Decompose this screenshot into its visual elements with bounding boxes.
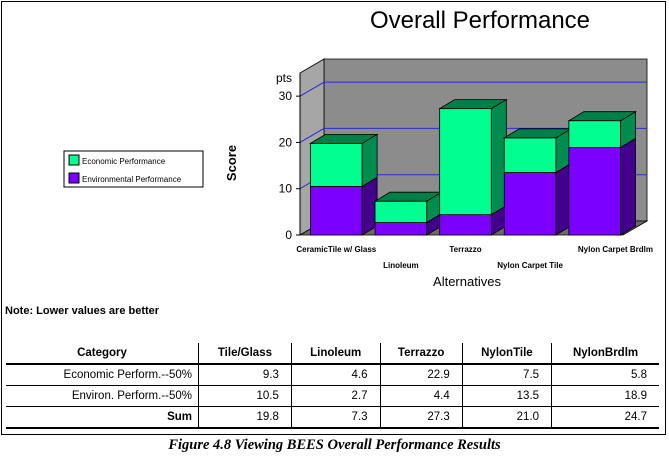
table-cell: 19.8: [198, 406, 292, 429]
x-tick-label: Nylon Carpet Brdlm: [578, 245, 653, 254]
bar-segment: [568, 120, 621, 148]
performance-table: Category Tile/Glass Linoleum Terrazzo Ny…: [6, 343, 659, 429]
header-nylon-tile: NylonTile: [461, 343, 552, 365]
bar-segment: [374, 222, 428, 236]
bar-segment: [439, 108, 492, 216]
table-cell: 7.3: [290, 406, 381, 429]
y-tick-label: 0: [285, 228, 292, 242]
table-cell: 22.9: [379, 364, 463, 386]
table-cell: 4.4: [379, 385, 463, 407]
bar-top: [309, 133, 379, 144]
bar-segment-side: [620, 137, 636, 236]
row-category: Environ. Perform.--50%: [6, 385, 199, 407]
gridline: [299, 81, 647, 97]
legend-swatch-environmental: [68, 172, 80, 184]
bar-segment: [374, 200, 428, 223]
header-tile-glass: Tile/Glass: [198, 343, 292, 365]
table-cell: 5.8: [551, 364, 659, 386]
table-row: Environ. Perform.--50% 10.5 2.7 4.4 13.5…: [6, 385, 659, 407]
table-row: Economic Perform.--50% 9.3 4.6 22.9 7.5 …: [6, 364, 659, 386]
y-tick-label: 10: [279, 182, 293, 196]
table-cell: 2.7: [290, 385, 381, 407]
table-cell: 10.5: [198, 385, 292, 407]
y-axis-unit: pts: [276, 71, 292, 85]
overall-performance-chart: Overall Performance Economic Performance…: [63, 7, 653, 289]
bar-segment: [439, 214, 492, 236]
figure-caption: Figure 4.8 Viewing BEES Overall Performa…: [168, 437, 501, 453]
x-tick-label: Linoleum: [383, 261, 419, 270]
x-axis-label: Alternatives: [433, 274, 501, 289]
bar-segment: [568, 147, 621, 236]
y-axis-label: Score: [224, 145, 239, 181]
legend-label-environmental: Environmental Performance: [82, 175, 182, 184]
legend-swatch-economic: [68, 154, 80, 166]
header-nylon-brdlm: NylonBrdlm: [551, 343, 659, 365]
bar-top: [567, 111, 637, 122]
table-cell: 4.6: [290, 364, 381, 386]
legend-label-economic: Economic Performance: [82, 157, 166, 166]
y-tick-label: 20: [279, 135, 293, 149]
row-category: Economic Perform.--50%: [6, 364, 199, 386]
bar-segment: [310, 185, 363, 236]
bar-segment: [310, 142, 363, 187]
table-cell: 13.5: [461, 385, 552, 407]
table-cell: 24.7: [551, 406, 659, 429]
table-row-sum: Sum 19.8 7.3 27.3 21.0 24.7: [6, 406, 659, 429]
header-category: Category: [6, 343, 199, 365]
row-category: Sum: [6, 406, 199, 429]
bar-segment: [503, 137, 557, 173]
plot-area: 0 10 20 30 CeramicTile w/ Glass Linoleum Terra…: [279, 58, 653, 270]
table-header-row: Category Tile/Glass Linoleum Terrazzo Ny…: [6, 343, 659, 365]
header-terrazzo: Terrazzo: [379, 343, 463, 365]
legend-box: [63, 150, 204, 188]
y-tick-label: 30: [279, 89, 293, 103]
table-cell: 7.5: [461, 364, 552, 386]
table-cell: 21.0: [461, 406, 552, 429]
x-tick-label: Terrazzo: [449, 245, 481, 254]
bar-segment: [503, 172, 557, 236]
table-cell: 18.9: [551, 385, 659, 407]
table-cell: 9.3: [198, 364, 292, 386]
table-cell: 27.3: [379, 406, 463, 429]
note-text: Note: Lower values are better: [5, 305, 160, 317]
x-tick-label: CeramicTile w/ Glass: [296, 245, 376, 254]
chart-title: Overall Performance: [370, 7, 590, 34]
legend: Economic Performance Environmental Perfo…: [63, 150, 204, 188]
bar-top: [438, 99, 508, 110]
header-linoleum: Linoleum: [290, 343, 381, 365]
x-tick-label: Nylon Carpet Tile: [497, 261, 563, 270]
